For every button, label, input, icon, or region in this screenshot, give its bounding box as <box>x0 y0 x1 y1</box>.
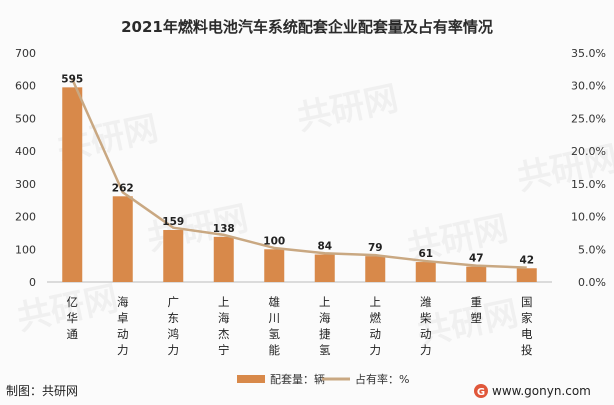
bar <box>314 254 335 282</box>
bar <box>466 266 487 282</box>
category-label: 海卓动力 <box>117 295 129 357</box>
bars <box>62 87 537 282</box>
y-right-tick-label: 15.0% <box>571 178 606 191</box>
category-label: 上燃动力 <box>370 295 382 357</box>
y-left-tick-label: 0 <box>29 276 36 289</box>
watermark-text: 共研网 <box>294 78 402 138</box>
y-left-tick-label: 200 <box>15 211 36 224</box>
footer-website: www.gonyn.com <box>492 384 591 398</box>
y-right-tick-label: 0.0% <box>578 276 606 289</box>
y-right-tick-label: 25.0% <box>571 112 606 125</box>
data-label: 159 <box>162 216 184 228</box>
bar <box>213 236 234 282</box>
data-label: 47 <box>469 253 484 265</box>
category-label: 重塑 <box>471 295 483 325</box>
bar <box>264 249 285 282</box>
data-label: 100 <box>263 235 285 247</box>
share-line-layer <box>71 78 527 269</box>
category-label: 潍柴动力 <box>420 295 432 357</box>
y-left-tick-label: 700 <box>15 47 36 60</box>
y-left-tick-label: 400 <box>15 145 36 158</box>
bar <box>365 256 386 282</box>
y-right-tick-label: 5.0% <box>578 243 606 256</box>
y-right-tick-label: 20.0% <box>571 145 606 158</box>
data-label: 84 <box>317 241 332 253</box>
y-right-tick-label: 10.0% <box>571 211 606 224</box>
data-label: 79 <box>368 242 383 254</box>
bar <box>516 268 537 282</box>
data-label: 42 <box>519 254 534 266</box>
category-label: 广东鸿力 <box>168 295 180 357</box>
legend-swatch-bar <box>237 375 265 383</box>
footer-credit: 制图：共研网 <box>6 384 78 398</box>
bar <box>415 262 436 282</box>
category-labels: 亿华通 海卓动力 广东鸿力 上海杰宁 雄川氢能 上海捷氢 上燃动力 潍柴动力 重塑 国家电投 <box>67 295 534 357</box>
data-label: 262 <box>112 182 134 194</box>
watermark-text: 共研网 <box>144 198 252 258</box>
category-label: 上海捷氢 <box>319 295 331 357</box>
legend-label-line: 占有率：% <box>355 372 409 386</box>
bar <box>163 229 184 282</box>
category-label: 亿华通 <box>67 295 79 341</box>
data-labels: 595 262 159 138 100 84 79 61 47 42 <box>61 73 534 266</box>
share-line <box>71 78 527 269</box>
svg-text:G: G <box>477 387 485 398</box>
y-left-tick-label: 300 <box>15 178 36 191</box>
data-label: 61 <box>418 248 433 260</box>
bar <box>62 87 83 282</box>
chart-title: 2021年燃料电池汽车系统配套企业配套量及占有率情况 <box>121 18 493 36</box>
brand-logo-icon: G <box>474 384 488 398</box>
legend-label-bar: 配套量：辆 <box>270 372 325 386</box>
y-left-tick-label: 100 <box>15 243 36 256</box>
category-label: 雄川氢能 <box>269 295 281 357</box>
footer: 制图：共研网 G www.gonyn.com <box>6 384 591 398</box>
legend: 配套量：辆 占有率：% <box>237 372 409 386</box>
y-right-tick-label: 35.0% <box>571 47 606 60</box>
y-left-tick-label: 500 <box>15 112 36 125</box>
data-label: 595 <box>61 73 83 85</box>
category-label: 上海杰宁 <box>218 295 230 357</box>
bar <box>112 196 133 282</box>
y-right-tick-label: 30.0% <box>571 80 606 93</box>
y-left-tick-label: 600 <box>15 80 36 93</box>
category-label: 国家电投 <box>521 295 533 357</box>
data-label: 138 <box>213 223 235 235</box>
